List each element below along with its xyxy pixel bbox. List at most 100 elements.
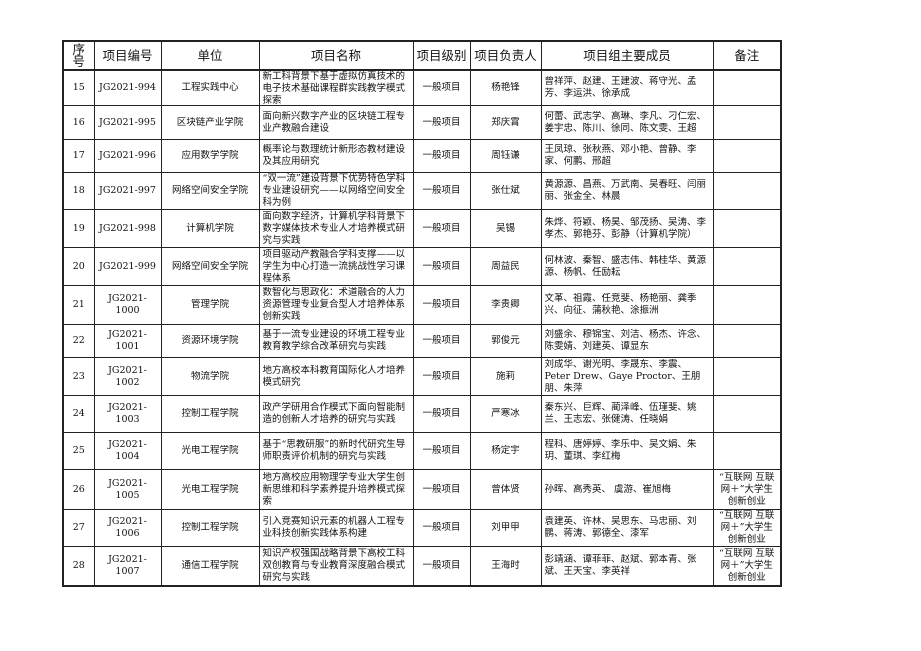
project-code: JG2021-998 bbox=[99, 222, 156, 234]
project-leader-cell: 郑庆霄 bbox=[469, 105, 542, 140]
members-cell: 刘成华、谢光明、李晟东、李震、Peter Drew、Gaye Proctor、王… bbox=[540, 357, 714, 396]
note: “互联网 互联网＋”大学生创新创业 bbox=[719, 548, 775, 583]
members: 王凤琼、张秋燕、邓小艳、曾静、李家、何鹏、邢超 bbox=[544, 144, 697, 167]
header-project-code: 项目编号 bbox=[93, 40, 162, 71]
project-code: JG2021-999 bbox=[99, 260, 156, 272]
project-code: JG2021-1006 bbox=[108, 516, 147, 539]
project-level-cell: 一般项目 bbox=[412, 357, 471, 396]
note-cell: “互联网 互联网＋”大学生创新创业 bbox=[712, 509, 782, 547]
project-code: JG2021-1007 bbox=[108, 554, 147, 577]
project-level: 一般项目 bbox=[422, 560, 461, 571]
project-leader: 周益民 bbox=[491, 260, 520, 272]
note-cell: “互联网 互联网＋”大学生创新创业 bbox=[712, 546, 782, 587]
project-level: 一般项目 bbox=[422, 445, 461, 456]
project-name-cell: 概率论与数理统计新形态教材建设及其应用研究 bbox=[258, 139, 414, 173]
members: 何林波、秦智、盛志伟、韩桂华、黄源源、杨帆、任励耘 bbox=[544, 254, 707, 278]
table-row: 17 JG2021-996 应用数学学院 概率论与数理统计新形态教材建设及其应用研究 一… bbox=[62, 139, 782, 173]
project-level-cell: 一般项目 bbox=[412, 172, 471, 210]
unit: 工程实践中心 bbox=[181, 82, 239, 93]
unit-cell: 物流学院 bbox=[160, 357, 260, 396]
header-note: 备注 bbox=[712, 40, 782, 71]
project-level-cell: 一般项目 bbox=[412, 285, 471, 325]
project-code-cell: JG2021-1004 bbox=[93, 432, 162, 470]
project-name-cell: 新工科背景下基于虚拟仿真技术的电子技术基础课程群实践教学模式探索 bbox=[258, 69, 414, 106]
unit-cell: 控制工程学院 bbox=[160, 395, 260, 433]
table-header-row: 序号 项目编号 单位 项目名称 项目级别 项目负责人 项目组主要成员 备注 bbox=[62, 40, 782, 71]
note-cell bbox=[712, 357, 782, 396]
unit-cell: 资源环境学院 bbox=[160, 324, 260, 358]
project-code-cell: JG2021-996 bbox=[93, 139, 162, 173]
project-leader-cell: 吴锡 bbox=[469, 209, 542, 248]
members: 袁建英、许林、吴思东、马忠丽、刘鹏、蒋涛、郭德全、漆军 bbox=[544, 516, 697, 539]
members: 文革、祖霞、任竞斐、杨艳丽、龚季兴、向征、蒲秋艳、涂振洲 bbox=[544, 293, 697, 316]
project-name: “双一流”建设背景下优势特色学科专业建设研究——以网络空间安全科为例 bbox=[262, 173, 406, 209]
project-level-cell: 一般项目 bbox=[412, 509, 471, 547]
project-level-cell: 一般项目 bbox=[412, 432, 471, 470]
project-leader-cell: 周益民 bbox=[469, 247, 542, 286]
unit: 资源环境学院 bbox=[181, 335, 239, 346]
unit-cell: 光电工程学院 bbox=[160, 432, 260, 470]
unit-cell: 控制工程学院 bbox=[160, 509, 260, 547]
project-leader: 刘甲甲 bbox=[491, 522, 520, 533]
project-code-cell: JG2021-995 bbox=[93, 105, 162, 140]
project-level: 一般项目 bbox=[422, 82, 461, 93]
note: “互联网 互联网＋”大学生创新创业 bbox=[719, 471, 775, 507]
row-index-cell: 23 bbox=[62, 357, 95, 396]
members-cell: 秦东兴、巨辉、蔺泽峰、伍瑾斐、姚兰、王志宏、张健涛、任晓娟 bbox=[540, 395, 714, 433]
project-level-cell: 一般项目 bbox=[412, 139, 471, 173]
table-row: 26 JG2021-1005 光电工程学院 地方高校应用物理学专业大学生创新思维和科学… bbox=[62, 469, 782, 510]
project-level: 一般项目 bbox=[422, 335, 461, 346]
row-index: 21 bbox=[72, 299, 85, 310]
unit-cell: 光电工程学院 bbox=[160, 469, 260, 510]
project-leader: 郑庆霄 bbox=[491, 116, 520, 128]
row-index: 20 bbox=[72, 260, 85, 272]
table-row: 27 JG2021-1006 控制工程学院 引入竞赛知识元素的机器人工程专业科技创新实… bbox=[62, 509, 782, 547]
project-code-cell: JG2021-1006 bbox=[93, 509, 162, 547]
members-cell: 袁建英、许林、吴思东、马忠丽、刘鹏、蒋涛、郭德全、漆军 bbox=[540, 509, 714, 547]
project-code: JG2021-1002 bbox=[108, 364, 147, 388]
unit: 区块链产业学院 bbox=[176, 116, 244, 128]
project-level-cell: 一般项目 bbox=[412, 546, 471, 587]
note-cell bbox=[712, 105, 782, 140]
project-level: 一般项目 bbox=[422, 150, 461, 161]
project-level: 一般项目 bbox=[422, 408, 461, 419]
members-cell: 曾祥萍、赵建、王建波、蒋守光、孟芳、李运洪、徐承成 bbox=[540, 69, 714, 106]
row-index: 18 bbox=[72, 185, 85, 196]
row-index: 25 bbox=[72, 445, 85, 456]
row-index: 17 bbox=[72, 150, 85, 161]
note-cell bbox=[712, 395, 782, 433]
table-row: 25 JG2021-1004 光电工程学院 基于“思教研服”的新时代研究生导师职责评价… bbox=[62, 432, 782, 470]
project-name-cell: “双一流”建设背景下优势特色学科专业建设研究——以网络空间安全科为例 bbox=[258, 172, 414, 210]
row-index-cell: 26 bbox=[62, 469, 95, 510]
project-level-cell: 一般项目 bbox=[412, 324, 471, 358]
table-row: 21 JG2021-1000 管理学院 数智化与思政化：术道融合的人力资源管理专业复合… bbox=[62, 285, 782, 325]
project-name: 概率论与数理统计新形态教材建设及其应用研究 bbox=[262, 144, 406, 167]
project-code-cell: JG2021-997 bbox=[93, 172, 162, 210]
members: 彭靖涵、谭菲菲、赵斌、郭本青、张斌、王天宝、李英祥 bbox=[544, 554, 697, 577]
project-level: 一般项目 bbox=[422, 370, 461, 382]
project-leader-cell: 张仕斌 bbox=[469, 172, 542, 210]
row-index: 22 bbox=[72, 335, 85, 346]
members-cell: 何林波、秦智、盛志伟、韩桂华、黄源源、杨帆、任励耘 bbox=[540, 247, 714, 286]
project-code-cell: JG2021-1000 bbox=[93, 285, 162, 325]
members-cell: 孙晖、高秀英、 虞游、崔旭梅 bbox=[540, 469, 714, 510]
unit: 网络空间安全学院 bbox=[171, 260, 248, 272]
project-code: JG2021-995 bbox=[99, 116, 156, 128]
project-name-cell: 项目驱动产教融合学科支撑——以学生为中心打造一流挑战性学习课程体系 bbox=[258, 247, 414, 286]
unit-cell: 工程实践中心 bbox=[160, 69, 260, 106]
members-cell: 程科、唐婷婷、李乐中、吴文娟、朱玥、董琪、李红梅 bbox=[540, 432, 714, 470]
note-cell bbox=[712, 172, 782, 210]
members: 程科、唐婷婷、李乐中、吴文娟、朱玥、董琪、李红梅 bbox=[544, 439, 697, 462]
project-leader: 严寒冰 bbox=[491, 408, 520, 419]
project-level: 一般项目 bbox=[422, 483, 461, 495]
project-level-cell: 一般项目 bbox=[412, 247, 471, 286]
project-level-cell: 一般项目 bbox=[412, 69, 471, 106]
row-index-cell: 17 bbox=[62, 139, 95, 173]
header-index: 序号 bbox=[62, 40, 95, 71]
project-name: 地方高校本科教育国际化人才培养模式研究 bbox=[262, 364, 406, 388]
project-leader: 杨艳锋 bbox=[491, 82, 520, 93]
note-cell bbox=[712, 69, 782, 106]
project-name-cell: 基于一流专业建设的环境工程专业教育教学综合改革研究与实践 bbox=[258, 324, 414, 358]
table-row: 18 JG2021-997 网络空间安全学院 “双一流”建设背景下优势特色学科专业建设… bbox=[62, 172, 782, 210]
project-code-cell: JG2021-1002 bbox=[93, 357, 162, 396]
